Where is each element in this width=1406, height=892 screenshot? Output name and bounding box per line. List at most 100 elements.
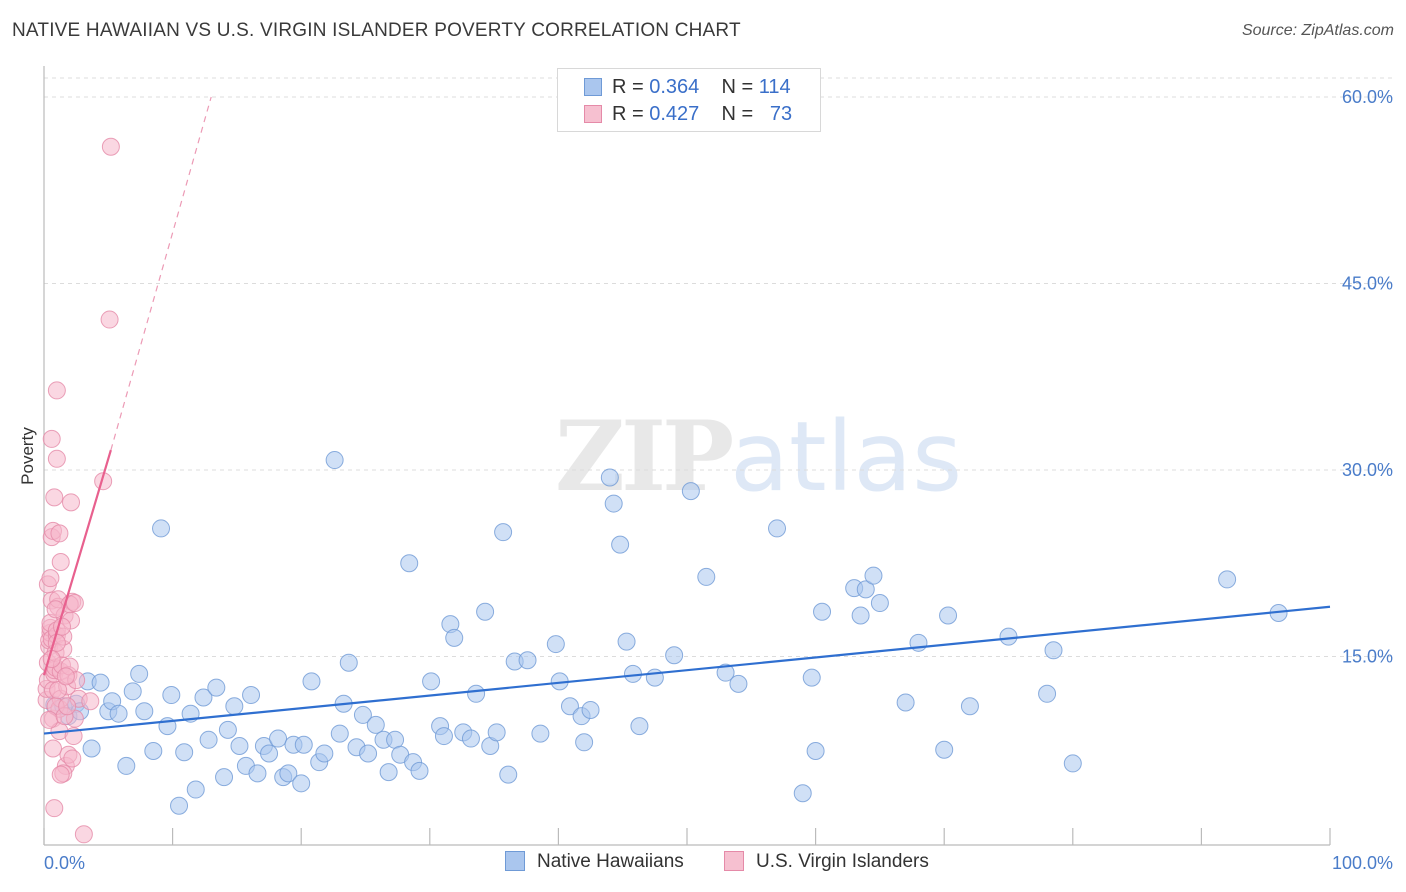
point-us-virgin-islander — [58, 697, 77, 716]
point-native-hawaiian — [248, 764, 267, 783]
point-native-hawaiian — [230, 737, 249, 756]
tick-labels: 15.0% 30.0% 45.0% 60.0% 0.0% 100.0% — [44, 87, 1393, 873]
correlation-legend: R = 0.364 N = 114 R = 0.427 N = 73 — [557, 68, 821, 132]
y-axis-label: Poverty — [18, 427, 37, 485]
point-native-hawaiian — [218, 720, 237, 739]
point-native-hawaiian — [353, 705, 372, 724]
point-native-hawaiian — [379, 763, 398, 782]
point-native-hawaiian — [91, 673, 110, 692]
point-native-hawaiian — [315, 744, 334, 763]
legend-row-native-hawaiians: R = 0.364 N = 114 — [584, 76, 791, 100]
point-us-virgin-islander — [44, 739, 63, 758]
point-native-hawaiian — [768, 519, 787, 538]
point-native-hawaiian — [600, 468, 619, 487]
point-native-hawaiian — [445, 628, 464, 647]
point-native-hawaiian — [560, 697, 579, 716]
bottom-legend-us-virgin-islanders: U.S. Virgin Islanders — [724, 851, 929, 873]
y-tick-label: 45.0% — [1342, 274, 1393, 294]
series-us-virgin-islanders — [37, 137, 120, 844]
point-native-hawaiian — [604, 494, 623, 513]
bottom-legend-label: U.S. Virgin Islanders — [756, 851, 929, 872]
point-native-hawaiian — [697, 567, 716, 586]
point-native-hawaiian — [729, 674, 748, 693]
point-us-virgin-islander — [62, 493, 81, 512]
axes — [43, 66, 1331, 846]
y-tick-label: 15.0% — [1342, 647, 1393, 667]
point-native-hawaiian — [144, 741, 163, 760]
point-us-virgin-islander — [45, 799, 64, 818]
source-label: Source: ZipAtlas.com — [1241, 22, 1394, 39]
legend-r-label: R = — [612, 76, 644, 98]
point-native-hawaiian — [292, 774, 311, 793]
point-us-virgin-islander — [100, 310, 119, 329]
point-native-hawaiian — [117, 756, 136, 775]
point-us-virgin-islander — [101, 137, 120, 156]
point-native-hawaiian — [215, 768, 234, 787]
point-native-hawaiian — [400, 554, 419, 573]
point-native-hawaiian — [546, 635, 565, 654]
point-us-virgin-islander — [74, 825, 93, 844]
point-native-hawaiian — [242, 686, 261, 705]
point-native-hawaiian — [434, 727, 453, 746]
bottom-legend-swatch-pink — [724, 851, 744, 871]
point-native-hawaiian — [186, 780, 205, 799]
point-native-hawaiian — [170, 796, 189, 815]
legend-swatch-pink — [584, 105, 602, 123]
point-native-hawaiian — [194, 688, 213, 707]
point-native-hawaiian — [851, 606, 870, 625]
point-native-hawaiian — [199, 730, 218, 749]
point-native-hawaiian — [302, 672, 321, 691]
point-native-hawaiian — [339, 653, 358, 672]
series-native-hawaiians — [45, 451, 1288, 815]
point-native-hawaiian — [499, 765, 518, 784]
point-native-hawaiian — [939, 606, 958, 625]
point-native-hawaiian — [716, 663, 735, 682]
legend-n-value: 114 — [758, 76, 791, 98]
point-native-hawaiian — [864, 566, 883, 585]
point-native-hawaiian — [1044, 641, 1063, 660]
point-native-hawaiian — [802, 668, 821, 687]
legend-row-us-virgin-islanders: R = 0.427 N = 73 — [584, 103, 792, 127]
y-tick-label: 30.0% — [1342, 460, 1393, 480]
point-native-hawaiian — [1218, 570, 1237, 589]
point-us-virgin-islander — [49, 681, 68, 700]
point-native-hawaiian — [386, 730, 405, 749]
point-native-hawaiian — [225, 697, 244, 716]
point-native-hawaiian — [422, 672, 441, 691]
trend-line-extension-us-virgin-islanders — [110, 96, 212, 451]
point-native-hawaiian — [813, 602, 832, 621]
point-native-hawaiian — [806, 741, 825, 760]
point-native-hawaiian — [518, 651, 537, 670]
point-native-hawaiian — [279, 764, 298, 783]
bottom-legend-label: Native Hawaiians — [537, 851, 684, 872]
legend-swatch-blue — [584, 78, 602, 96]
trend-line-us-virgin-islanders — [42, 449, 112, 676]
point-native-hawaiian — [260, 744, 279, 763]
point-us-virgin-islander — [56, 667, 75, 686]
point-native-hawaiian — [294, 735, 313, 754]
point-native-hawaiian — [325, 451, 344, 470]
point-native-hawaiian — [575, 733, 594, 752]
trend-line-native-hawaiians — [43, 605, 1331, 735]
point-native-hawaiian — [665, 646, 684, 665]
point-native-hawaiian — [611, 535, 630, 554]
point-us-virgin-islander — [51, 553, 70, 572]
legend-r-value: 0.364 — [649, 76, 700, 98]
point-native-hawaiian — [999, 627, 1018, 646]
point-us-virgin-islander — [40, 710, 59, 729]
point-native-hawaiian — [494, 523, 513, 542]
point-us-virgin-islander — [63, 749, 82, 768]
point-us-virgin-islander — [47, 449, 66, 468]
point-native-hawaiian — [617, 632, 636, 651]
point-native-hawaiian — [487, 723, 506, 742]
point-us-virgin-islander — [42, 429, 61, 448]
point-native-hawaiian — [162, 686, 181, 705]
point-native-hawaiian — [531, 724, 550, 743]
point-native-hawaiian — [681, 482, 700, 501]
point-native-hawaiian — [123, 682, 142, 701]
bottom-legend-native-hawaiians: Native Hawaiians — [505, 851, 684, 873]
legend-n-label: N = — [721, 76, 754, 98]
chart-title: NATIVE HAWAIIAN VS U.S. VIRGIN ISLANDER … — [12, 20, 741, 41]
point-native-hawaiian — [410, 761, 429, 780]
